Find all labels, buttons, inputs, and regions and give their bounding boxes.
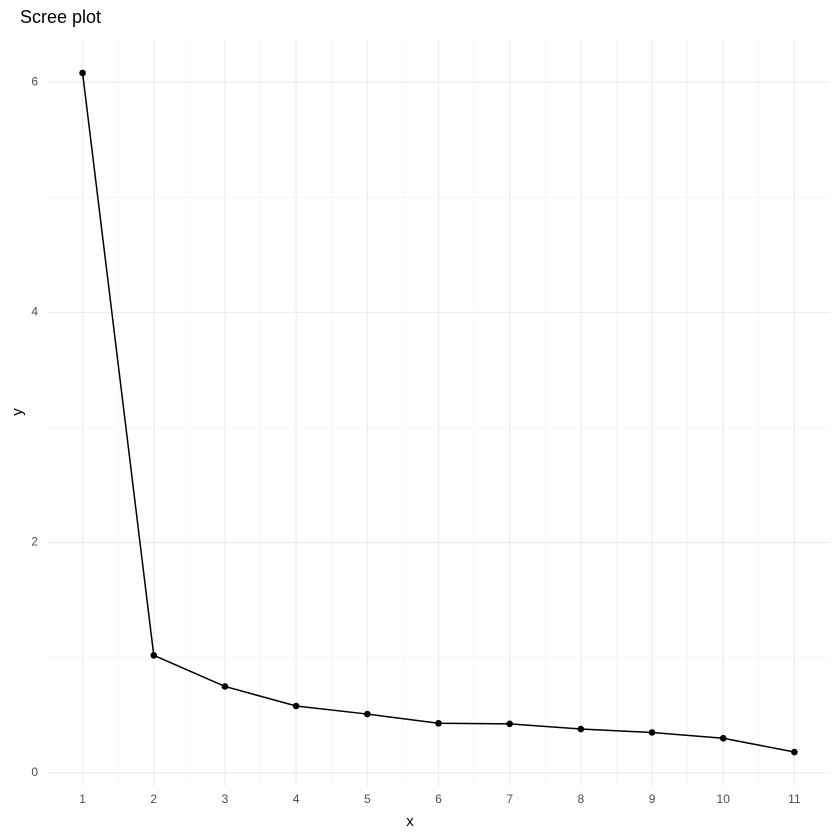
point <box>221 683 229 690</box>
x-tick-label: 6 <box>435 792 442 806</box>
x-tick-label: 9 <box>649 792 656 806</box>
x-tick-label: 4 <box>293 792 300 806</box>
y-axis-label: y <box>9 408 26 416</box>
x-tick-label: 5 <box>364 792 371 806</box>
y-tick-label: 4 <box>31 305 38 319</box>
x-tick-label: 10 <box>717 792 731 806</box>
point <box>150 652 158 659</box>
x-axis-label: x <box>406 813 414 830</box>
point <box>719 734 727 742</box>
point <box>435 719 442 727</box>
y-tick-label: 2 <box>31 535 38 549</box>
x-tick-label: 7 <box>506 792 513 806</box>
x-tick-label: 3 <box>222 792 229 806</box>
y-tick-label: 0 <box>31 765 38 779</box>
point <box>577 725 585 733</box>
x-tick-label: 11 <box>788 792 801 806</box>
point <box>791 748 798 756</box>
chart-title: Scree plot <box>20 7 101 27</box>
point <box>364 710 371 718</box>
point <box>648 729 656 736</box>
x-tick-label: 2 <box>150 792 157 806</box>
point <box>79 69 86 77</box>
x-tick-label: 1 <box>79 792 86 806</box>
y-tick-label: 6 <box>31 74 38 88</box>
point <box>292 702 300 710</box>
point <box>506 720 513 728</box>
x-tick-label: 8 <box>578 792 585 806</box>
